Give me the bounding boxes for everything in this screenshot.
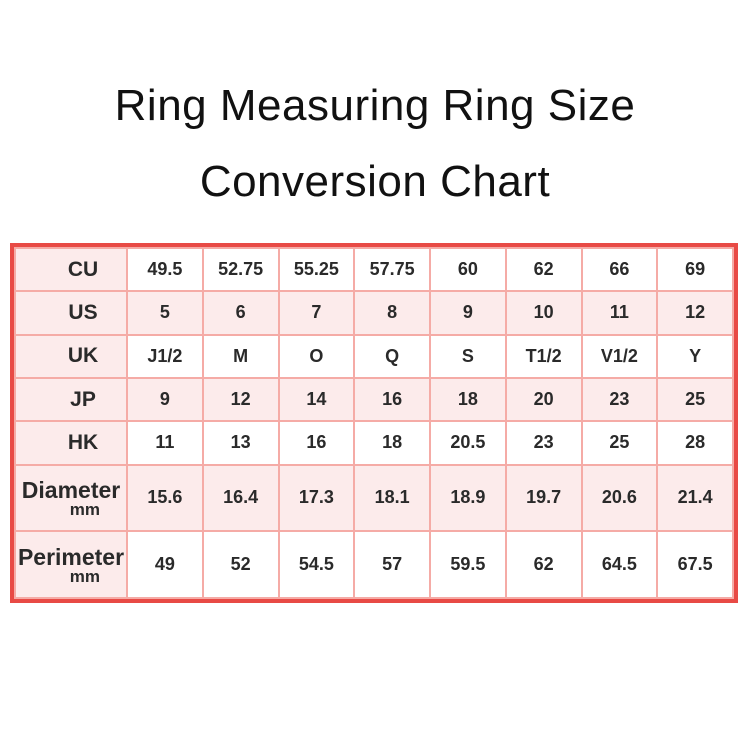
row-header-unit: mm [69, 499, 100, 519]
value-cell: 62 [504, 246, 583, 293]
value-cell: 15.6 [126, 463, 204, 533]
value-cell: 16 [277, 420, 356, 466]
value-cell: M [201, 333, 280, 379]
table-row: Diameter mm 15.6 16.4 17.3 18.1 18.9 19.7 20.6 21… [14, 463, 734, 533]
row-header-label: CU [67, 257, 99, 281]
row-header-cell: Perimeter mm [14, 530, 128, 599]
value-cell: 69 [656, 246, 734, 293]
value-cell: 12 [656, 290, 734, 336]
value-cell: 5 [126, 290, 204, 336]
table-body: CU 49.5 52.75 55.25 57.75 60 62 66 69 US 5 6 7 8 9 10 11… [14, 246, 734, 599]
value-cell: 55.25 [277, 246, 356, 293]
table-row: JP 9 12 14 16 18 20 23 25 [14, 376, 734, 423]
value-cell: 25 [580, 420, 659, 466]
value-cell: 66 [580, 246, 659, 293]
row-header-label: Perimeter [17, 543, 125, 570]
value-cell: 18.1 [353, 463, 431, 533]
value-cell: 52.75 [201, 246, 280, 293]
value-cell: V1/2 [580, 333, 659, 379]
page-title-line-1: Ring Measuring Ring Size [114, 81, 636, 130]
value-cell: 67.5 [656, 530, 734, 599]
row-header-cell: JP [14, 376, 128, 423]
value-cell: 57 [353, 530, 431, 599]
value-cell: 8 [353, 290, 431, 336]
value-cell: 54.5 [277, 530, 356, 599]
value-cell: 6 [201, 290, 280, 336]
row-header-cell: UK [14, 333, 128, 379]
value-cell: 49.5 [126, 246, 204, 293]
table-row: HK 11 13 16 18 20.5 23 25 28 [14, 420, 734, 466]
table-row: CU 49.5 52.75 55.25 57.75 60 62 66 69 [14, 246, 734, 293]
value-cell: 16.4 [201, 463, 280, 533]
value-cell: 10 [504, 290, 583, 336]
row-header-unit: mm [69, 566, 100, 586]
value-cell: 16 [353, 376, 431, 423]
value-cell: 11 [126, 420, 204, 466]
value-cell: S [429, 333, 507, 379]
value-cell: 11 [580, 290, 659, 336]
value-cell: 23 [504, 420, 583, 466]
row-header-label: UK [67, 344, 99, 368]
value-cell: 18 [353, 420, 431, 466]
value-cell: 13 [201, 420, 280, 466]
value-cell: 7 [277, 290, 356, 336]
table-row: Perimeter mm 49 52 54.5 57 59.5 62 64.5 67.5 [14, 530, 734, 599]
page-title-line-2: Conversion Chart [199, 157, 551, 206]
value-cell: O [277, 333, 356, 379]
value-cell: 19.7 [504, 463, 583, 533]
value-cell: 64.5 [580, 530, 659, 599]
value-cell: 23 [580, 376, 659, 423]
value-cell: 60 [429, 246, 507, 293]
row-header-cell: CU [14, 246, 128, 293]
value-cell: Y [656, 333, 734, 379]
value-cell: 18.9 [429, 463, 507, 533]
value-cell: 25 [656, 376, 734, 423]
table-row: US 5 6 7 8 9 10 11 12 [14, 290, 734, 336]
value-cell: 17.3 [277, 463, 356, 533]
value-cell: 9 [126, 376, 204, 423]
value-cell: 21.4 [656, 463, 734, 533]
ring-size-conversion-table: CU 49.5 52.75 55.25 57.75 60 62 66 69 US 5 6 7 8 9 10 11… [14, 246, 734, 599]
value-cell: 62 [504, 530, 583, 599]
value-cell: 28 [656, 420, 734, 466]
table-row: UK J1/2 M O Q S T1/2 V1/2 Y [14, 333, 734, 379]
row-header-cell: US [14, 290, 128, 336]
value-cell: J1/2 [126, 333, 204, 379]
row-header-label: JP [70, 387, 96, 411]
value-cell: 57.75 [353, 246, 431, 293]
value-cell: 20.6 [580, 463, 659, 533]
value-cell: 12 [201, 376, 280, 423]
value-cell: 9 [429, 290, 507, 336]
value-cell: 14 [277, 376, 356, 423]
value-cell: 49 [126, 530, 204, 599]
row-header-label: HK [67, 430, 99, 454]
row-header-label: Diameter [21, 476, 121, 503]
value-cell: 59.5 [429, 530, 507, 599]
value-cell: 20.5 [429, 420, 507, 466]
value-cell: 20 [504, 376, 583, 423]
row-header-cell: HK [14, 420, 128, 466]
value-cell: Q [353, 333, 431, 379]
value-cell: 18 [429, 376, 507, 423]
conversion-chart-frame: CU 49.5 52.75 55.25 57.75 60 62 66 69 US 5 6 7 8 9 10 11… [10, 243, 738, 603]
row-header-label: US [68, 300, 98, 324]
value-cell: 52 [201, 530, 280, 599]
value-cell: T1/2 [504, 333, 583, 379]
row-header-cell: Diameter mm [14, 463, 128, 533]
